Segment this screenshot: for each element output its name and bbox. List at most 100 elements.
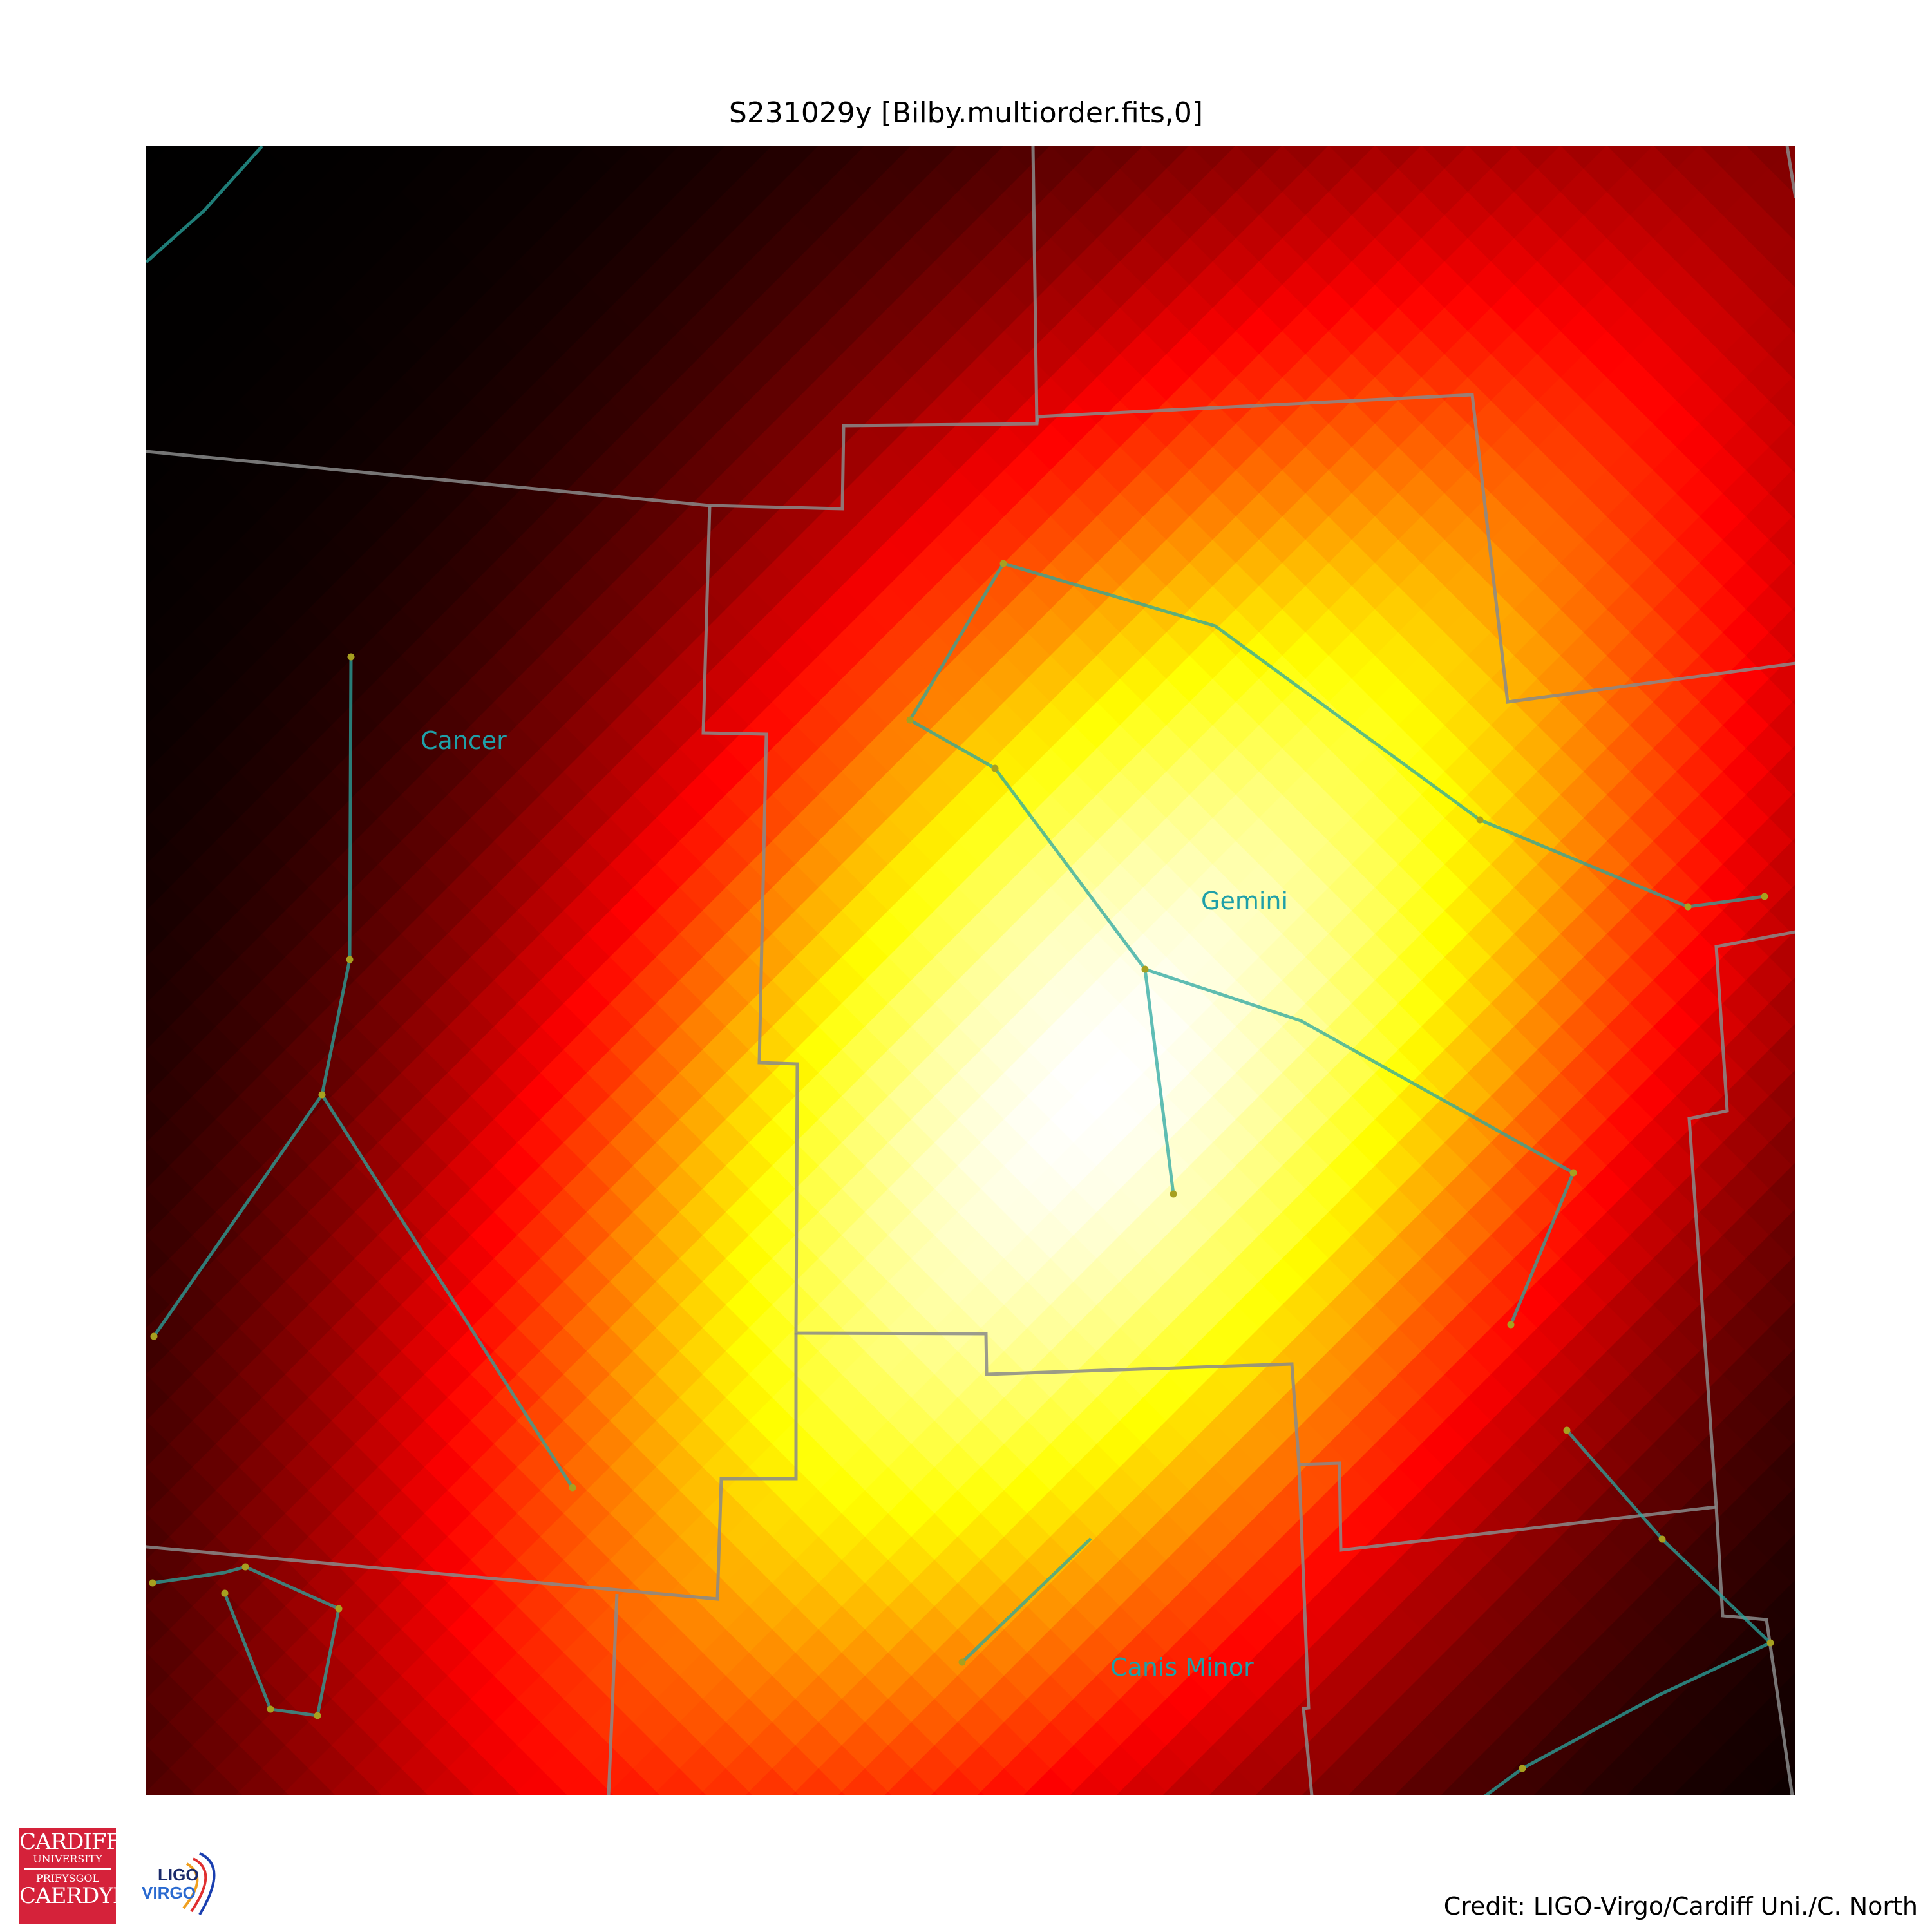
star-point [1761,893,1768,900]
probability-cell [1653,146,1700,170]
probability-cell [1629,1768,1677,1795]
probability-cell [1302,1792,1309,1795]
probability-cell [609,146,657,193]
probability-cell [1444,1768,1492,1795]
probability-cell [1537,1768,1584,1795]
probability-cell [931,1792,938,1795]
probability-heatmap [146,146,1795,1795]
ligo-logo-text: LIGO [158,1865,199,1884]
probability-cell [1212,146,1260,193]
star-point [1658,1535,1666,1543]
probability-cell [1768,516,1795,564]
probability-cell [235,1792,243,1795]
probability-cell [838,1792,846,1795]
probability-cell [957,146,1005,170]
probability-cell [1606,146,1654,170]
probability-cell [1768,795,1795,842]
probability-cell [1096,146,1144,170]
probability-cell [656,1768,703,1795]
constellation-label-cancer: Cancer [421,726,507,755]
probability-cell [1768,1676,1795,1723]
ligo-virgo-logo-graphic: LIGO VIRGO [142,1852,216,1916]
probability-cell [1027,1768,1074,1795]
probability-cell [563,1768,611,1795]
probability-cell [795,1768,842,1795]
probability-cell [1166,1768,1213,1795]
probability-cell [516,146,564,193]
stick-line [961,1537,1092,1663]
probability-cell [1768,424,1795,471]
probability-cell [1626,1792,1634,1795]
probability-cell [1768,470,1795,518]
probability-cell [725,146,773,170]
probability-cell [1676,146,1723,193]
probability-cell [1212,1768,1260,1795]
probability-cell [1583,1768,1631,1795]
probability-cell [911,146,958,170]
probability-cell [1209,1792,1217,1795]
probability-cell [1768,1119,1795,1167]
star-point [150,1332,158,1340]
probability-cell [331,1768,379,1795]
probability-cell [1235,146,1283,170]
probability-cell [1533,1792,1541,1795]
stick-line [908,562,1765,909]
logo-divider [24,1868,111,1870]
probability-cell [934,146,981,193]
probability-cell [748,1768,796,1795]
probability-cell [864,146,912,170]
probability-cell [1768,841,1795,889]
probability-cell [146,1096,170,1144]
stick-line [909,718,1175,1195]
star-point [346,956,354,963]
probability-cell [1722,1768,1770,1795]
probability-cell [1768,1351,1795,1399]
probability-cell [1722,146,1770,193]
probability-cell [1162,1792,1170,1795]
star-point [347,653,355,661]
probability-cell [652,1792,660,1795]
probability-cell [1073,1768,1121,1795]
constellation-label-canis-minor: Canis Minor [1110,1653,1254,1681]
probability-cell [791,1792,799,1795]
stick-line [146,146,263,263]
probability-cell [1397,146,1445,193]
probability-cell [146,586,170,634]
probability-cell [328,1792,336,1795]
probability-cell [146,1745,170,1793]
probability-cell [146,911,170,958]
probability-cell [1374,146,1422,170]
star-point [318,1091,326,1099]
probability-cell [374,1792,382,1795]
probability-cell [285,1768,332,1795]
probability-cell [146,1513,170,1561]
star-point [1170,1190,1177,1198]
probability-cell [1073,146,1121,193]
probability-cell [1768,1444,1795,1492]
probability-cell [281,1792,289,1795]
boundary-line [1297,1464,1314,1795]
constellation-label-gemini: Gemini [1201,887,1288,915]
probability-cell [1768,331,1795,379]
probability-cell [702,146,750,193]
probability-cell [146,1142,170,1190]
star-point [149,1579,156,1587]
probability-cell [146,493,170,541]
probability-cell [1050,146,1097,170]
probability-cell [1768,1722,1795,1770]
stick-line [152,656,353,1338]
probability-cell [609,1768,657,1795]
probability-cell [1768,748,1795,796]
probability-cell [1629,146,1677,193]
probability-cell [516,1768,564,1795]
probability-cell [1768,887,1795,935]
cardiff-logo-line: CAERDYDD [19,1883,147,1909]
probability-cell [377,146,425,193]
probability-cell [1768,1629,1795,1677]
probability-cell [1394,1792,1402,1795]
boundary-line [1785,146,1795,198]
probability-cell [146,354,170,402]
probability-cell [377,1768,425,1795]
probability-cell [745,1792,753,1795]
probability-cell [424,1768,471,1795]
